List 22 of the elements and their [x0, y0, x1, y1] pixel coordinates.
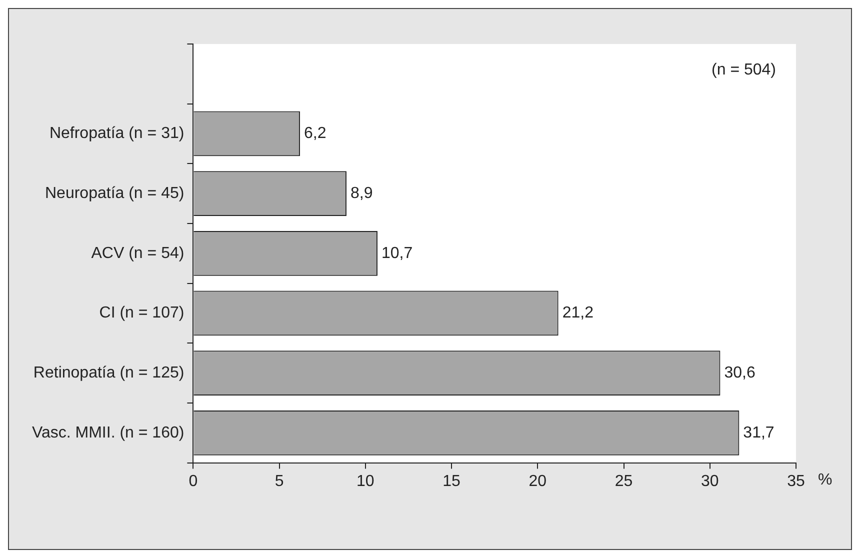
- y-tick-label: Neuropatía (n = 45): [44, 184, 184, 202]
- y-tick-label: Nefropatía (n = 31): [49, 125, 184, 142]
- x-tick-label: 15: [442, 472, 461, 490]
- y-tick-label: ACV (n = 54): [91, 244, 184, 262]
- y-tick-label: Vasc. MMII. (n = 160): [32, 424, 184, 442]
- x-tick-label: 0: [188, 472, 198, 490]
- x-tick-label: 35: [787, 472, 805, 490]
- data-label: 30,6: [724, 364, 756, 382]
- x-tick-label: 20: [528, 472, 547, 490]
- x-tick-label: 5: [274, 472, 284, 490]
- y-tick-label: Retinopatía (n = 125): [33, 364, 184, 382]
- x-tick-label: 10: [356, 472, 374, 490]
- x-tick-label: 25: [614, 472, 633, 490]
- data-label: 31,7: [743, 424, 774, 442]
- data-label: 6,2: [304, 125, 326, 142]
- x-axis-title: %: [818, 471, 832, 488]
- data-label: 10,7: [381, 244, 413, 262]
- y-tick-label: CI (n = 107): [99, 304, 184, 322]
- data-label: 21,2: [562, 304, 594, 322]
- x-tick-label: 30: [700, 472, 719, 490]
- data-label: 8,9: [350, 184, 373, 202]
- annotation: (n = 504): [712, 61, 776, 78]
